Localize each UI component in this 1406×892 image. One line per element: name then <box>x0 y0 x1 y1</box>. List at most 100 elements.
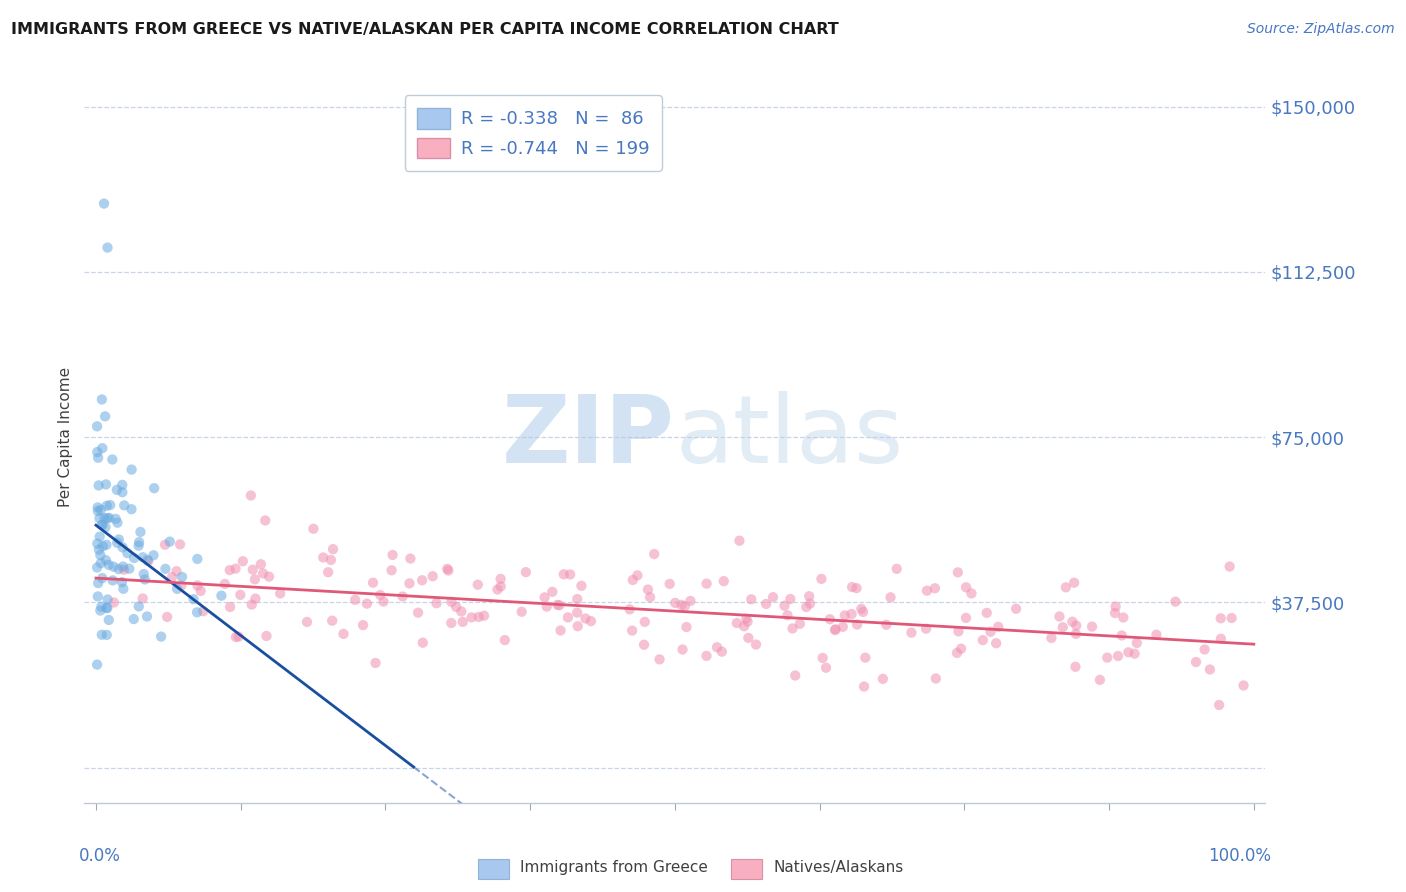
Point <box>1104 606 1126 620</box>
Point <box>886 562 908 576</box>
Point <box>94 553 117 567</box>
Point <box>381 548 404 562</box>
Point <box>472 608 495 623</box>
Point <box>675 620 697 634</box>
Point <box>815 661 838 675</box>
Point <box>467 610 489 624</box>
Point <box>1040 631 1063 645</box>
Point <box>399 551 422 566</box>
Point <box>852 605 875 619</box>
Point <box>536 599 558 614</box>
Point <box>1118 645 1140 659</box>
Point <box>96 511 118 525</box>
Point <box>111 575 134 590</box>
Point <box>1232 678 1254 692</box>
Point <box>533 591 555 605</box>
Point <box>136 554 159 568</box>
Point <box>1112 610 1135 624</box>
Point <box>183 592 205 607</box>
Point <box>103 595 125 609</box>
Point <box>671 598 693 612</box>
Point <box>733 619 755 633</box>
Point <box>425 596 447 610</box>
Point <box>319 553 342 567</box>
Text: atlas: atlas <box>675 391 903 483</box>
Point <box>91 441 114 455</box>
Point <box>98 498 121 512</box>
Point <box>1104 599 1126 614</box>
Point <box>87 478 110 492</box>
Point <box>94 409 117 424</box>
Point <box>373 594 395 608</box>
Point <box>90 392 112 407</box>
Point <box>352 618 374 632</box>
Point <box>252 566 274 581</box>
Point <box>515 565 537 579</box>
Point <box>87 590 110 604</box>
Point <box>312 550 335 565</box>
Point <box>679 594 702 608</box>
Point <box>89 511 111 525</box>
Point <box>1064 627 1087 641</box>
Point <box>489 579 512 593</box>
Point <box>450 605 472 619</box>
Point <box>86 445 108 459</box>
Point <box>107 516 129 530</box>
Point <box>735 612 758 626</box>
Point <box>695 648 717 663</box>
Point <box>422 569 444 583</box>
Point <box>97 558 120 572</box>
Point <box>153 538 176 552</box>
Point <box>1064 659 1087 673</box>
Point <box>86 560 108 574</box>
Point <box>1063 575 1085 590</box>
Point <box>219 599 242 614</box>
Point <box>853 680 876 694</box>
Point <box>214 577 236 591</box>
Point <box>755 597 778 611</box>
Point <box>1209 611 1232 625</box>
Y-axis label: Per Capita Income: Per Capita Income <box>58 367 73 508</box>
Text: Source: ZipAtlas.com: Source: ZipAtlas.com <box>1247 22 1395 37</box>
Point <box>1164 594 1187 608</box>
Point <box>794 600 817 615</box>
Point <box>398 576 420 591</box>
Point <box>86 657 108 672</box>
Point <box>1111 628 1133 642</box>
Point <box>980 624 1002 639</box>
Point <box>169 537 191 551</box>
Point <box>626 568 648 582</box>
Point <box>87 504 110 518</box>
Point <box>567 592 589 607</box>
Point <box>1062 615 1084 629</box>
Point <box>112 563 135 577</box>
Point <box>728 533 751 548</box>
Point <box>955 580 977 594</box>
Point <box>567 619 589 633</box>
Point <box>91 571 114 585</box>
Point <box>648 652 671 666</box>
Point <box>411 574 433 588</box>
Point <box>643 547 665 561</box>
Point <box>142 549 165 563</box>
Point <box>108 533 131 547</box>
Point <box>976 606 998 620</box>
Point <box>834 608 856 623</box>
Point <box>987 620 1010 634</box>
Point <box>818 612 841 626</box>
Point <box>155 562 177 576</box>
Point <box>368 588 391 602</box>
Point <box>799 597 821 611</box>
Point <box>776 608 799 623</box>
Point <box>136 609 159 624</box>
Point <box>946 566 969 580</box>
Point <box>170 570 193 584</box>
Point <box>254 513 277 527</box>
Point <box>1199 663 1222 677</box>
Text: Immigrants from Greece: Immigrants from Greece <box>520 861 709 875</box>
Point <box>444 599 467 614</box>
Point <box>785 668 807 682</box>
Point <box>90 628 112 642</box>
Point <box>156 610 179 624</box>
Point <box>225 561 247 575</box>
